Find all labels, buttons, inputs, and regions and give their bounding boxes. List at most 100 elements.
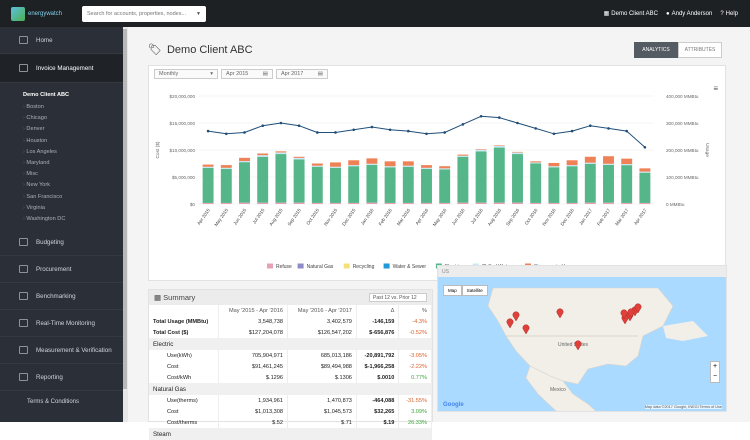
sidebar-scrollbar[interactable] [123, 27, 128, 422]
bar-refuse [239, 202, 250, 204]
brand-logo[interactable]: energywatch [0, 6, 82, 21]
table-cell: 3,402,579 [287, 316, 357, 327]
map-panel[interactable]: United States Mexico US Map Satellite + − … [437, 265, 727, 412]
map-attribution[interactable]: Map data ©2017 Google, INEGI Terms of Us… [644, 405, 722, 409]
terms-link[interactable]: Terms & Conditions [27, 399, 80, 406]
bar-refuse [384, 202, 396, 204]
bar-steam [311, 163, 323, 166]
google-logo: Google [443, 402, 464, 408]
bar-steam [220, 165, 232, 168]
x-tick-label: Feb 2016 [378, 207, 393, 226]
sidebar-item-reporting[interactable]: Reporting [0, 364, 123, 392]
sidebar-item-budgeting[interactable]: Budgeting [0, 229, 123, 257]
table-cell: $.52 [218, 417, 289, 428]
tab-attributes[interactable]: ATTRIBUTES [678, 42, 722, 58]
usage-point [461, 123, 465, 126]
x-tick-label: Jan 2017 [578, 207, 593, 226]
table-cell: 1,470,873 [287, 395, 357, 406]
tab-analytics[interactable]: ANALYTICS [634, 42, 678, 58]
to-value: Apr 2017 [281, 71, 304, 77]
user-menu[interactable]: ● Andy Anderson [666, 11, 712, 17]
sidebar-city-boston[interactable]: Boston [23, 102, 123, 113]
zoom-out-button[interactable]: − [712, 373, 718, 380]
sidebar-item-invoice-management[interactable]: Invoice Management [0, 54, 123, 83]
period-select[interactable]: Monthly ▾ [154, 69, 218, 79]
bar-chilled-water [330, 166, 341, 168]
table-cell: $.71 [287, 417, 357, 428]
sidebar-city-los-angeles[interactable]: Los Angeles [23, 147, 123, 158]
sidebar-item-procurement[interactable]: Procurement [0, 256, 123, 284]
legend-swatch [383, 263, 390, 269]
sidebar-city-washington-dc[interactable]: Washington DC [23, 214, 123, 225]
y-tick-label: $15,000,000 [169, 121, 195, 126]
table-row: Steam [149, 428, 432, 440]
sidebar-city-new-york[interactable]: New York [23, 180, 123, 191]
legend-swatch [297, 263, 304, 269]
bar-steam [421, 165, 432, 168]
bar-refuse [548, 202, 560, 204]
bar-chilled-water [493, 145, 505, 148]
sidebar-city-houston[interactable]: Houston [23, 136, 123, 147]
usage-point [589, 124, 592, 127]
client-tree-root[interactable]: Demo Client ABC [23, 92, 70, 98]
sidebar-city-chicago[interactable]: Chicago [23, 113, 123, 124]
bar-refuse [457, 202, 469, 204]
bar-electric [421, 168, 432, 203]
comparison-select[interactable]: Past 12 vs. Prior 12 [369, 293, 427, 302]
procurement-icon [19, 265, 28, 274]
search-input[interactable] [87, 10, 192, 17]
to-date[interactable]: Apr 2017 ▤ [276, 69, 328, 79]
bar-chilled-water [293, 157, 305, 160]
scrollbar-thumb[interactable] [123, 29, 127, 389]
sidebar-item-label: Real-Time Monitoring [36, 319, 95, 327]
sidebar-city-virginia[interactable]: Virginia [23, 203, 123, 214]
bar-refuse [402, 202, 414, 204]
x-tick-label: Oct 2015 [305, 207, 320, 226]
map-caption: US [438, 266, 726, 277]
sidebar: Home Invoice Management Demo Client ABC … [0, 27, 123, 422]
table-row: Cost $91,461,245 $89,494,988 $-1,966,258 -2.… [149, 361, 432, 372]
bar-electric [639, 172, 651, 203]
bar-electric [220, 168, 232, 203]
tag-icon: 🏷 [148, 44, 162, 56]
chevron-down-icon[interactable]: ▼ [196, 10, 201, 17]
sidebar-city-misc[interactable]: Misc [23, 169, 123, 180]
sidebar-item-benchmarking[interactable]: Benchmarking [0, 283, 123, 311]
usage-point [352, 128, 355, 132]
map-tab-satellite[interactable]: Satellite [461, 285, 488, 296]
mexico-landmass [525, 365, 597, 411]
map-tab-map[interactable]: Map [443, 285, 462, 296]
search-box[interactable]: ▼ [82, 5, 206, 22]
y-tick-label: $20,000,000 [169, 94, 195, 99]
sidebar-city-denver[interactable]: Denver [23, 124, 123, 135]
bar-steam [384, 161, 396, 167]
summary-table: May '2015 - Apr '2016 May '2016 - Apr '20… [149, 305, 432, 440]
bar-steam [493, 145, 505, 146]
table-row: Cost/kWh $.1296 $.1306 $.0010 0.77% [149, 372, 432, 383]
map-label-us: United States [558, 342, 589, 348]
bar-refuse [530, 202, 542, 204]
map-zoom-control[interactable]: + − [710, 361, 720, 383]
table-cell: 3.09% [398, 406, 432, 417]
sidebar-city-san-francisco[interactable]: San Francisco [23, 192, 123, 203]
client-selector[interactable]: ▦ Demo Client ABC [604, 10, 658, 18]
usage-point [316, 131, 319, 134]
x-tick-label: Jun 2015 [232, 207, 247, 226]
table-row: May '2015 - Apr '2016 May '2016 - Apr '20… [149, 305, 432, 316]
table-cell: $1,045,573 [287, 406, 357, 417]
usage-point [334, 131, 337, 134]
sidebar-item-measurement-verification[interactable]: Measurement & Verification [0, 337, 123, 365]
table-cell: -146,159 [356, 316, 400, 327]
sidebar-item-home[interactable]: Home [0, 27, 123, 54]
bar-chilled-water [275, 152, 287, 155]
table-cell: Total Cost ($) [149, 327, 220, 338]
sidebar-city-maryland[interactable]: Maryland [23, 158, 123, 169]
y2-tick-label: 200,000 MMBtu [666, 148, 699, 153]
zoom-in-button[interactable]: + [712, 363, 718, 370]
help-link[interactable]: ? Help [720, 11, 738, 17]
bar-chilled-water [639, 171, 651, 173]
hamburger-menu-icon[interactable]: ≡ [713, 84, 718, 93]
from-date[interactable]: Apr 2015 ▤ [221, 69, 273, 79]
sidebar-item-real-time-monitoring[interactable]: Real-Time Monitoring [0, 310, 123, 338]
table-cell: May '2015 - Apr '2016 [218, 305, 289, 316]
